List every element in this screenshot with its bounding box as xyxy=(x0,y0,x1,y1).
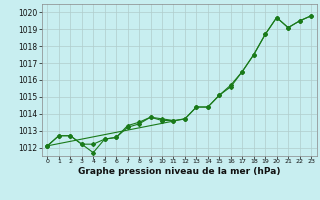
X-axis label: Graphe pression niveau de la mer (hPa): Graphe pression niveau de la mer (hPa) xyxy=(78,167,280,176)
